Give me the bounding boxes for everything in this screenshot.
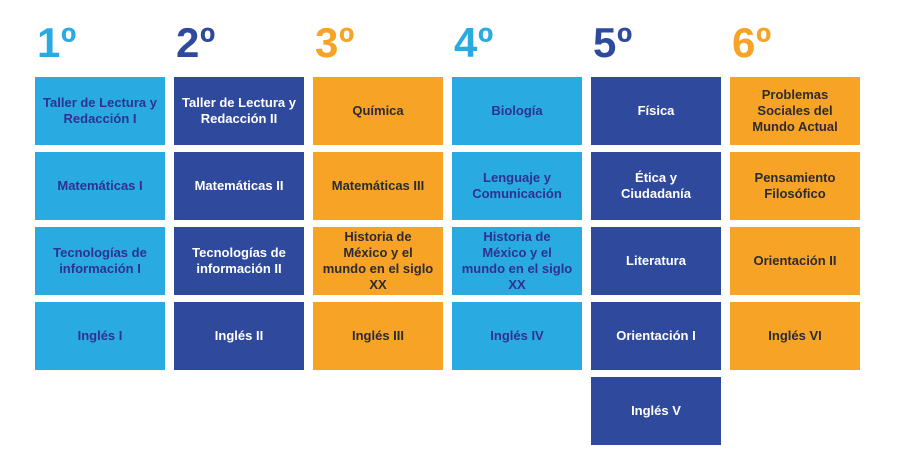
subject-card: Orientación II (730, 227, 860, 295)
subject-card: Inglés V (591, 377, 721, 445)
subject-card: Inglés IV (452, 302, 582, 370)
semester-column-1: 1º Taller de Lectura y Redacción I Matem… (35, 16, 165, 445)
subject-card: Pensamiento Filosófico (730, 152, 860, 220)
subject-card: Tecnologías de información II (174, 227, 304, 295)
subject-card: Orientación I (591, 302, 721, 370)
semester-column-6: 6º Problemas Sociales del Mundo Actual P… (730, 16, 860, 445)
semester-column-5: 5º Física Ética y Ciudadanía Literatura … (591, 16, 721, 445)
subject-card: Química (313, 77, 443, 145)
semester-column-3: 3º Química Matemáticas III Historia de M… (313, 16, 443, 445)
subject-card: Problemas Sociales del Mundo Actual (730, 77, 860, 145)
subject-card: Matemáticas I (35, 152, 165, 220)
subject-card: Taller de Lectura y Redacción I (35, 77, 165, 145)
subject-card: Ética y Ciudadanía (591, 152, 721, 220)
subject-card: Matemáticas II (174, 152, 304, 220)
semester-header: 1º (37, 19, 77, 66)
subject-card: Matemáticas III (313, 152, 443, 220)
semester-header: 3º (315, 19, 355, 66)
semester-header: 6º (732, 19, 772, 66)
semester-header: 2º (176, 19, 216, 66)
subject-card: Física (591, 77, 721, 145)
subject-card: Historia de México y el mundo en el sigl… (452, 227, 582, 295)
subject-card: Lenguaje y Comunicación (452, 152, 582, 220)
subject-card: Taller de Lectura y Redacción II (174, 77, 304, 145)
subject-card: Inglés II (174, 302, 304, 370)
semester-column-2: 2º Taller de Lectura y Redacción II Mate… (174, 16, 304, 445)
subject-card: Biología (452, 77, 582, 145)
curriculum-board: 1º Taller de Lectura y Redacción I Matem… (35, 16, 860, 445)
semester-header: 5º (593, 19, 633, 66)
subject-card: Inglés III (313, 302, 443, 370)
subject-card: Literatura (591, 227, 721, 295)
semester-header: 4º (454, 19, 494, 66)
subject-card: Inglés VI (730, 302, 860, 370)
subject-card: Tecnologías de información I (35, 227, 165, 295)
semester-column-4: 4º Biología Lenguaje y Comunicación Hist… (452, 16, 582, 445)
subject-card: Historia de México y el mundo en el sigl… (313, 227, 443, 295)
subject-card: Inglés I (35, 302, 165, 370)
